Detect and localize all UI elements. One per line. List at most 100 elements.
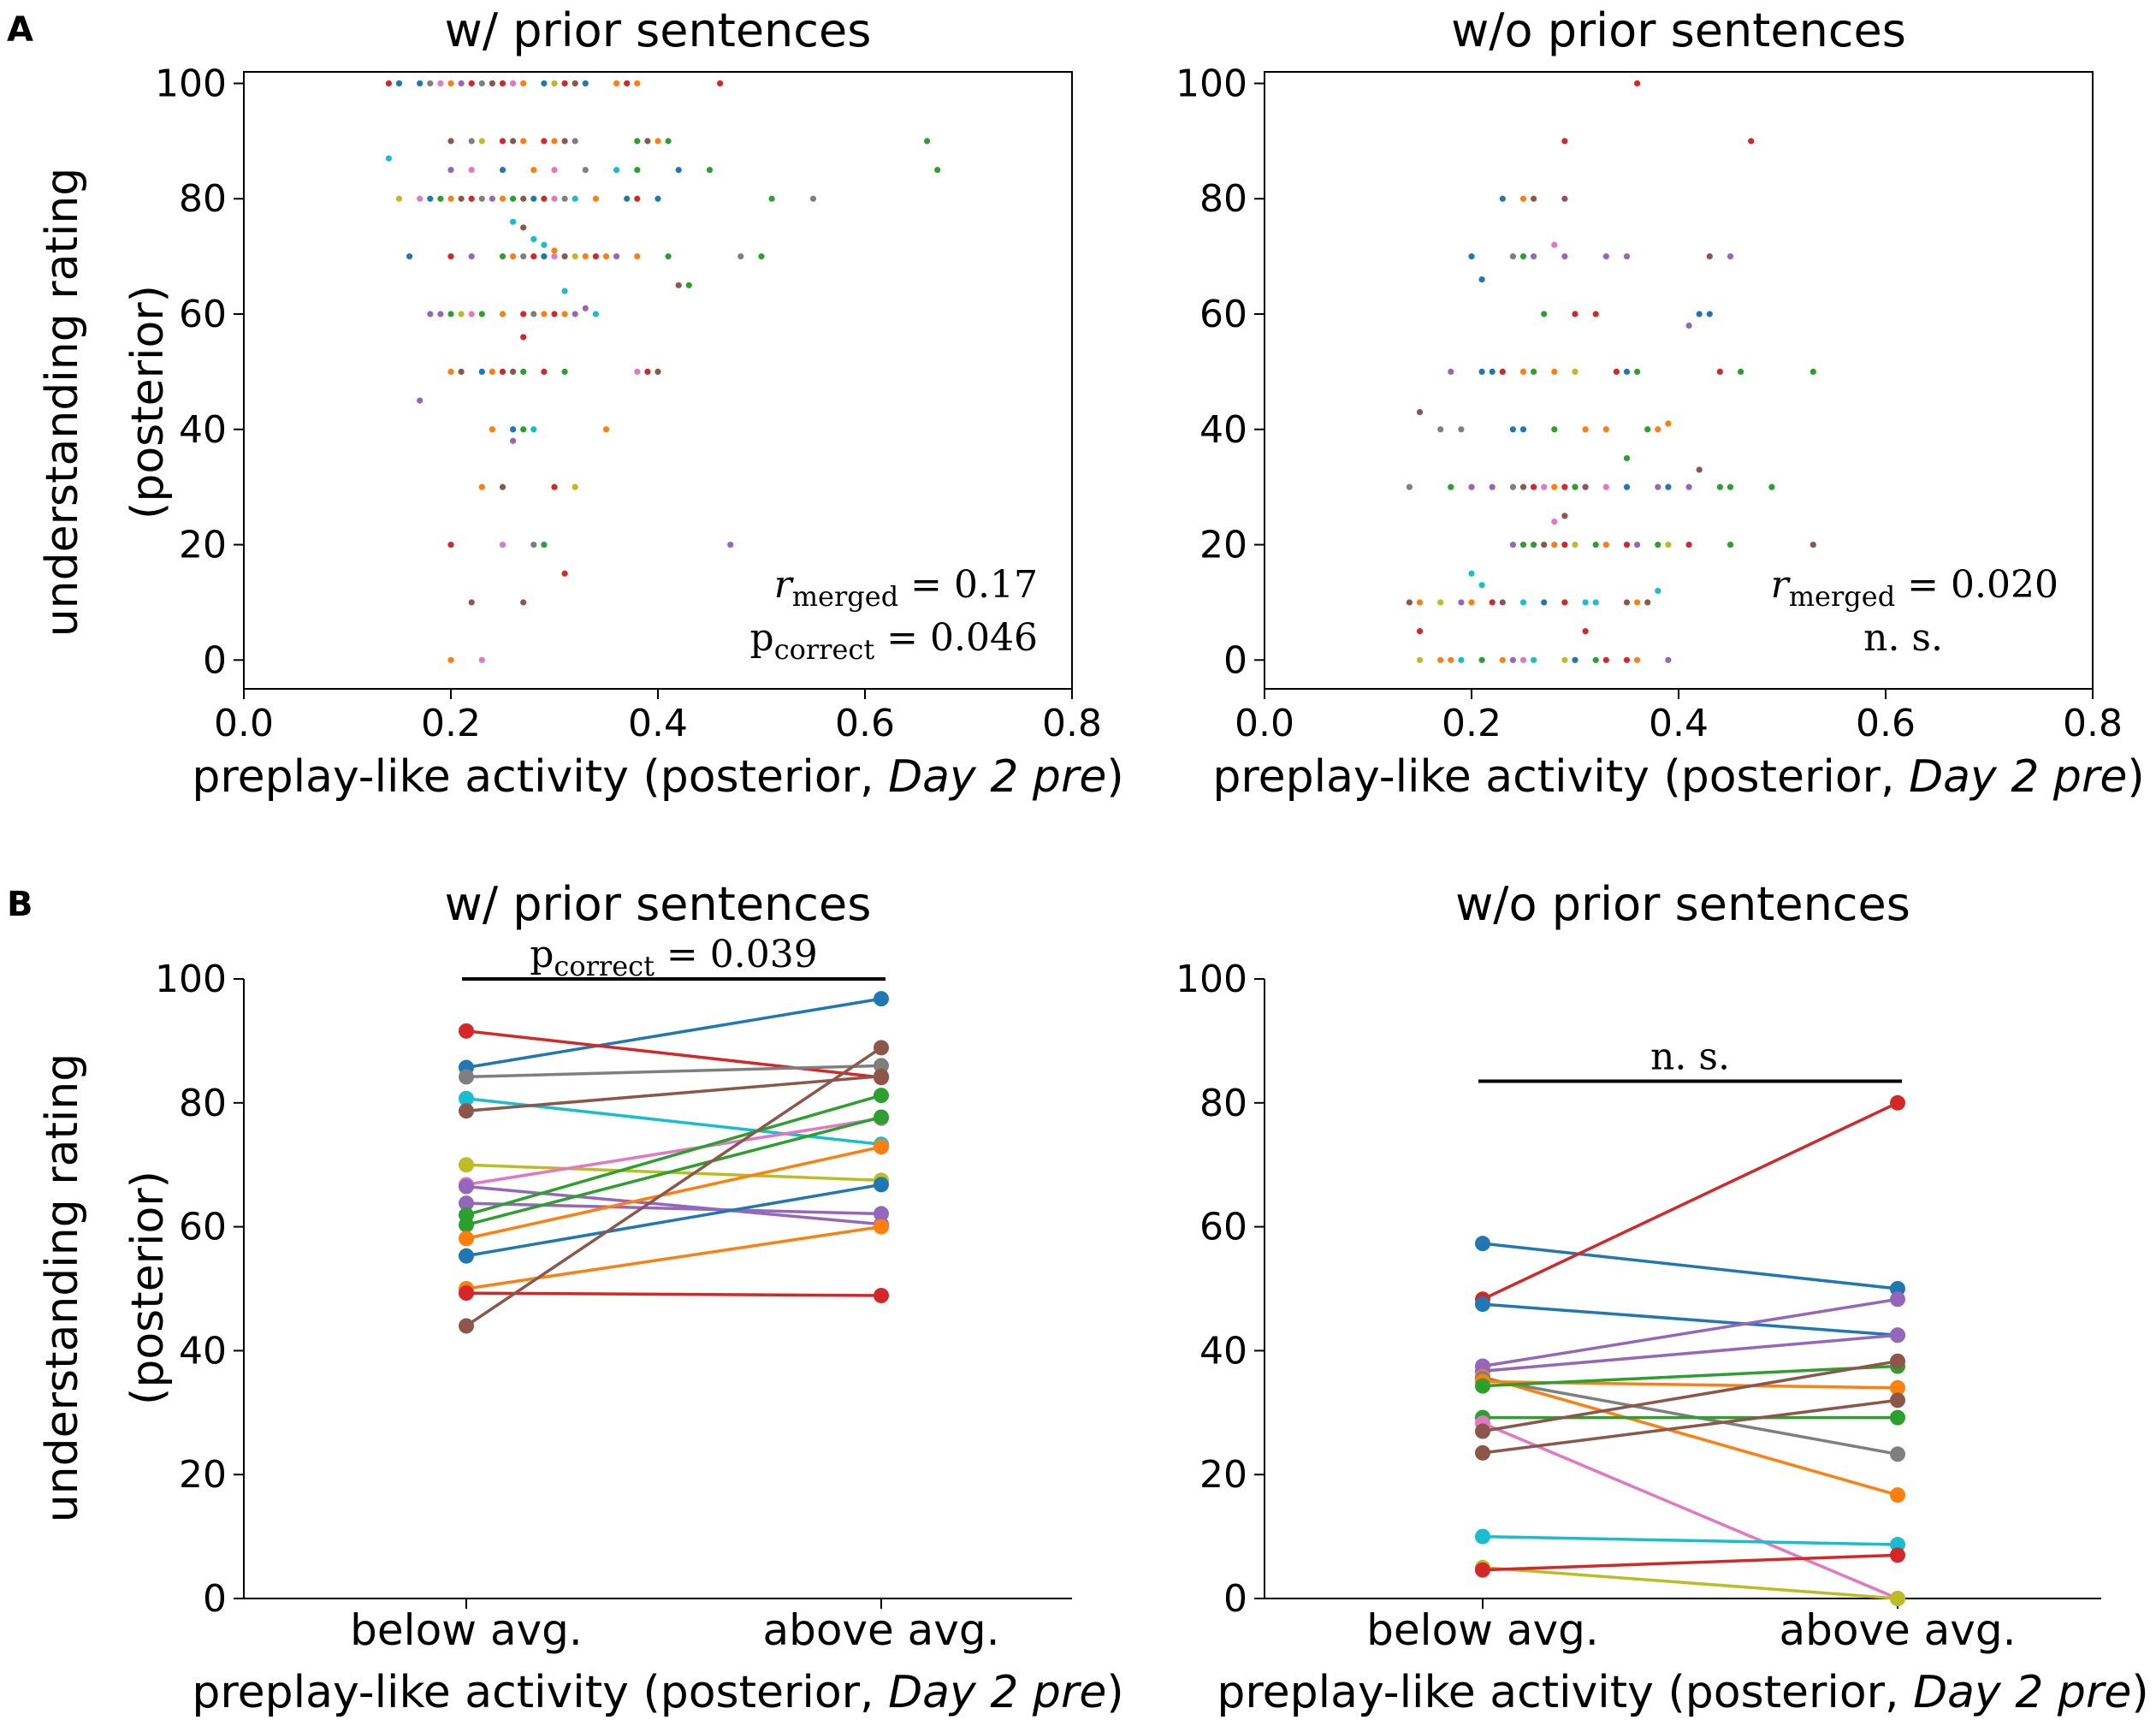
scatter-point [1541, 541, 1548, 549]
scatter-point [1665, 483, 1672, 490]
scatter-point [1623, 253, 1631, 260]
scatter-point [634, 80, 641, 87]
scatter-point [1727, 541, 1734, 549]
x-tick-label: 0.8 [2063, 702, 2123, 745]
annotation-r: rmerged = 0.17 [774, 563, 1038, 613]
scatter-point [541, 311, 548, 317]
scatter-point [582, 253, 589, 260]
scatter-point [572, 80, 578, 87]
scatter-point [1634, 80, 1641, 87]
scatter-point [1509, 541, 1516, 549]
scatter-point [1541, 311, 1548, 317]
scatter-point [675, 282, 682, 288]
scatter-point [510, 437, 517, 444]
scatter-point [541, 541, 548, 549]
x-axis-label-part: preplay-like activity (posterior, [1212, 751, 1909, 803]
series-line [465, 1291, 882, 1297]
scatter-point [478, 656, 485, 663]
series-marker-below [1475, 1378, 1490, 1394]
series-marker-below [459, 1285, 474, 1302]
scatter-point [1685, 483, 1692, 490]
scatter-point [468, 166, 475, 174]
scatter-point [1468, 253, 1475, 260]
x-axis-label-part: preplay-like activity (posterior, [192, 751, 888, 803]
scatter-point [1655, 426, 1661, 433]
series-marker-above [1890, 1547, 1905, 1563]
series-line [465, 1115, 882, 1227]
scatter-point [602, 426, 610, 433]
scatter-point [530, 311, 537, 317]
scatter-point [1416, 656, 1424, 663]
x-tick-label: 0.0 [1235, 702, 1294, 745]
scatter-point [1727, 253, 1734, 260]
scatter-point [478, 80, 485, 87]
y-tick-label: 20 [1199, 1453, 1247, 1497]
scatter-point [1531, 541, 1537, 549]
scatter-point [1716, 483, 1723, 490]
scatter-point [613, 166, 620, 174]
series-marker-below [459, 1195, 474, 1212]
y-tick-label: 40 [1199, 408, 1247, 452]
scatter-point [1602, 483, 1609, 490]
scatter-point [634, 166, 641, 174]
scatter-point [395, 80, 403, 87]
scatter-point [1738, 368, 1744, 375]
scatter-point [1572, 483, 1578, 490]
series-line [465, 1145, 882, 1241]
scatter-point [624, 80, 631, 87]
scatter-point [665, 138, 672, 145]
y-tick-label: 80 [179, 177, 227, 221]
scatter-point [1541, 483, 1548, 490]
series-line [1482, 1364, 1898, 1388]
series-marker-above [874, 1088, 889, 1104]
series-line [465, 1225, 882, 1290]
scatter-point [582, 80, 589, 87]
series-marker-below [459, 1248, 474, 1264]
scatter-point [1416, 599, 1424, 606]
chart-b-right: w/o prior sentences 0 20 40 60 80 100 below avg… [1176, 877, 2149, 1718]
scatter-point [1531, 368, 1537, 375]
scatter-point [1499, 368, 1506, 375]
series-marker-above [1890, 1327, 1905, 1343]
x-tick-label: 0.4 [628, 702, 688, 745]
scatter-point [417, 397, 424, 404]
y-tick-label: 100 [1176, 62, 1247, 105]
annotation-r-symbol: r [774, 563, 795, 607]
scatter-point [417, 195, 424, 202]
scatter-point [1727, 483, 1734, 490]
scatter-point [1716, 368, 1723, 375]
scatter-point [489, 426, 496, 433]
series-line [1482, 1375, 1898, 1497]
y-tick-label: 60 [179, 1206, 227, 1249]
annotation-r: rmerged = 0.020 [1771, 563, 2058, 613]
annotation-r-symbol: r [1771, 563, 1792, 607]
scatter-point [551, 166, 558, 174]
series-line [465, 1117, 882, 1187]
scatter-point [447, 253, 454, 260]
series-marker-above [874, 1177, 889, 1193]
scatter-point [551, 483, 558, 490]
scatter-point [1572, 656, 1578, 663]
chart-title: w/ prior sentences [445, 3, 872, 57]
series-marker-above [874, 1219, 889, 1235]
y-tick-label: 0 [1223, 1577, 1247, 1621]
scatter-point [644, 138, 651, 145]
scatter-point [478, 138, 485, 145]
scatter-point [551, 80, 558, 87]
scatter-point [1665, 420, 1672, 427]
scatter-point [1458, 599, 1465, 606]
scatter-point [1499, 656, 1506, 663]
scatter-point [1572, 541, 1578, 549]
y-tick-label: 20 [179, 524, 227, 567]
series-marker-below [1475, 1444, 1490, 1461]
scatter-point [561, 195, 568, 202]
scatter-point [675, 166, 682, 174]
scatter-point [1634, 541, 1641, 549]
scatter-point [530, 426, 537, 433]
series-marker-below [1475, 1562, 1490, 1578]
x-category-label: above avg. [1779, 1605, 2016, 1655]
scatter-point [1478, 276, 1485, 283]
scatter-point [437, 311, 444, 317]
scatter-point [1696, 466, 1703, 473]
series-marker-above [1890, 1487, 1905, 1504]
